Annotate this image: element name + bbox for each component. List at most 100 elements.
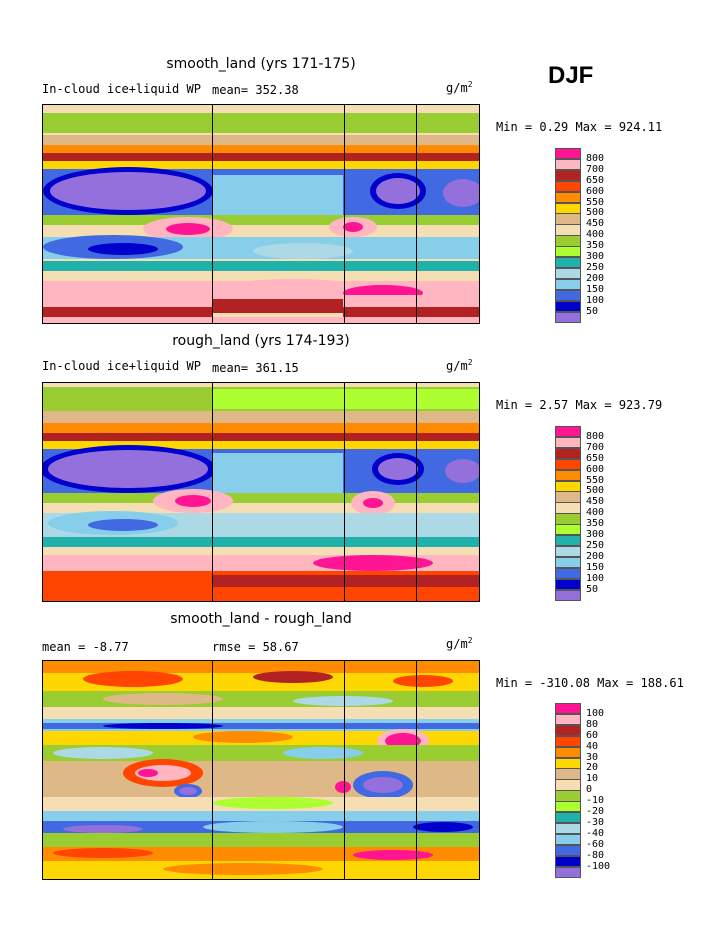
colorbar-swatch [555,746,581,758]
panel-3-title: smooth_land - rough_land [170,611,352,627]
colorbar-swatch [555,724,581,737]
colorbar-swatch [555,545,581,558]
colorbar-level-label: -100 [586,860,611,872]
colorbar-level-label: 100 [586,572,605,584]
colorbar-swatch [555,213,581,225]
panel-2-units: g/m2 [446,358,473,373]
panel-1-minmax: Min = 0.29 Max = 924.11 [496,120,663,134]
colorbar-swatch [555,447,581,460]
colorbar-swatch [555,790,581,802]
panel-1-divider [416,105,417,323]
colorbar-level-label: -10 [586,795,605,807]
colorbar-level-label: -20 [586,806,605,817]
colorbar-level-label: 0 [586,784,593,796]
colorbar-swatch [555,289,581,302]
panel-2-divider [212,383,213,601]
colorbar-swatch [555,855,581,867]
colorbar-level-label: 350 [586,240,605,252]
panel-1-title: smooth_land (yrs 171-175) [166,56,356,72]
colorbar-level-label: 10 [586,773,599,785]
colorbar-level-label: 650 [586,174,605,186]
colorbar-level-label: 100 [586,294,605,306]
panel-1-contours [43,105,479,323]
colorbar-level-label: 300 [586,529,605,540]
colorbar-swatch [555,703,581,715]
colorbar-swatch [555,202,581,214]
panel-2-mean: mean= 361.15 [212,361,299,375]
colorbar-swatch [555,278,581,291]
colorbar-swatch [555,246,581,258]
colorbar-swatch [555,257,581,269]
colorbar-swatch [555,524,581,536]
colorbar-swatch [555,833,581,846]
colorbar-swatch [555,148,581,160]
colorbar-swatch [555,469,581,481]
colorbar-level-label: -80 [586,849,605,861]
colorbar-swatch [555,426,581,438]
colorbar-swatch [555,578,581,590]
colorbar-level-label: -40 [586,827,605,839]
colorbar-swatch [555,458,581,471]
colorbar-swatch [555,180,581,193]
colorbar-level-label: 450 [586,218,605,230]
panel-2-map [42,382,480,602]
colorbar-level-label: 200 [586,272,605,284]
colorbar-swatch [555,480,581,492]
colorbar-level-label: 700 [586,441,605,453]
panel-2-divider [344,383,345,601]
colorbar-level-label: 400 [586,507,605,519]
colorbar-level-label: 100 [586,707,605,719]
panel-3-map [42,660,480,880]
panel-1-variable: In-cloud ice+liquid WP [42,82,201,96]
colorbar-swatch [555,191,581,203]
colorbar-level-label: 350 [586,518,605,530]
colorbar-level-label: 250 [586,539,605,551]
colorbar-swatch [555,158,581,171]
colorbar-swatch [555,713,581,726]
panel-3-divider [344,661,345,879]
colorbar-swatch [555,757,581,769]
colorbar-swatch [555,502,581,514]
panel-3-rmse: rmse = 58.67 [212,640,299,654]
colorbar-swatch [555,267,581,280]
colorbar-level-label: 450 [586,496,605,508]
season-label: DJF [548,62,594,89]
colorbar-swatch [555,567,581,580]
panel-1-units: g/m2 [446,80,473,95]
colorbar-level-label: -60 [586,838,605,850]
colorbar-swatch [555,169,581,182]
panel-3-mean: mean = -8.77 [42,640,129,654]
colorbar-swatch [555,300,581,312]
colorbar-level-label: 60 [586,729,599,741]
panel-3-units: g/m2 [446,636,473,651]
colorbar-level-label: 600 [586,463,605,475]
panel-3-divider [416,661,417,879]
colorbar-level-label: -30 [586,816,605,828]
panel-2-divider [416,383,417,601]
colorbar-level-label: 800 [586,152,605,164]
colorbar-level-label: 800 [586,430,605,442]
colorbar-swatch [555,535,581,547]
colorbar-swatch [555,866,581,878]
panel-1-divider [212,105,213,323]
colorbar-level-label: 20 [586,762,599,774]
colorbar-swatch [555,768,581,780]
colorbar-swatch [555,589,581,601]
colorbar-level-label: 250 [586,261,605,273]
panel-1-mean: mean= 352.38 [212,83,299,97]
colorbar-level-label: 650 [586,452,605,464]
panel-3-contours [43,661,479,879]
colorbar-level-label: 500 [586,207,605,219]
colorbar-level-label: 30 [586,751,599,763]
panel-2-contours [43,383,479,601]
colorbar-level-label: 200 [586,550,605,562]
colorbar-swatch [555,735,581,748]
colorbar-level-label: 700 [586,163,605,175]
colorbar-swatch [555,844,581,857]
colorbar-level-label: 300 [586,251,605,262]
colorbar-level-label: 150 [586,561,605,573]
colorbar-level-label: 500 [586,485,605,497]
colorbar-level-label: 550 [586,474,605,486]
colorbar-swatch [555,436,581,449]
panel-2-minmax: Min = 2.57 Max = 923.79 [496,398,663,412]
